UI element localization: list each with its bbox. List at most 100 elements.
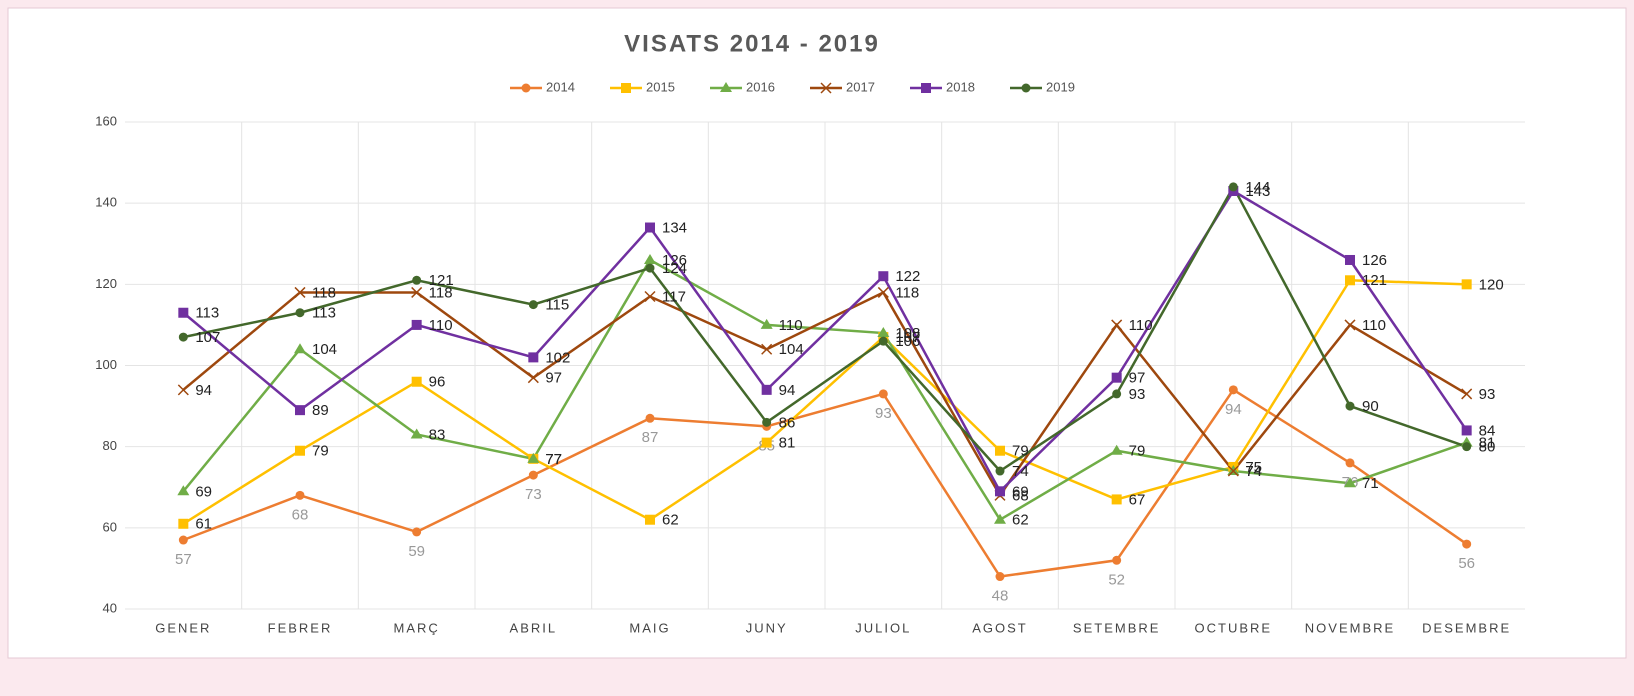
data-label: 79 xyxy=(1012,443,1029,460)
marker xyxy=(1461,279,1472,290)
data-label: 121 xyxy=(429,272,454,289)
data-label: 113 xyxy=(195,305,219,322)
y-tick-label: 160 xyxy=(95,113,117,128)
marker xyxy=(878,336,888,346)
marker xyxy=(1461,388,1473,400)
data-label: 52 xyxy=(1108,571,1125,588)
x-tick-label: NOVEMBRE xyxy=(1305,620,1395,635)
series-line xyxy=(183,184,1468,473)
marker xyxy=(877,327,890,338)
y-tick-label: 80 xyxy=(103,438,117,453)
x-tick-label: JUNY xyxy=(746,620,788,635)
legend-label: 2014 xyxy=(546,79,575,94)
data-label: 118 xyxy=(895,284,919,301)
marker xyxy=(1462,539,1472,549)
marker xyxy=(1112,389,1122,399)
data-label: 106 xyxy=(895,333,920,350)
marker xyxy=(1112,555,1122,565)
data-label: 94 xyxy=(1225,401,1242,418)
data-label: 115 xyxy=(545,297,569,314)
data-label: 83 xyxy=(429,426,446,443)
marker xyxy=(411,319,422,330)
legend-label: 2017 xyxy=(846,79,875,94)
data-label: 71 xyxy=(1362,475,1379,492)
marker xyxy=(820,82,832,94)
data-label: 113 xyxy=(312,305,336,322)
marker xyxy=(878,389,888,399)
data-label: 89 xyxy=(312,402,329,419)
marker xyxy=(761,343,773,355)
x-tick-label: MAIG xyxy=(629,620,670,635)
data-label: 77 xyxy=(545,451,562,468)
x-tick-label: GENER xyxy=(155,620,211,635)
marker xyxy=(412,275,422,285)
series-line xyxy=(182,279,1467,525)
marker xyxy=(527,372,539,384)
series-line xyxy=(182,290,1468,498)
data-label: 134 xyxy=(662,219,687,236)
data-label: 126 xyxy=(1362,252,1387,269)
data-label: 93 xyxy=(1479,386,1496,403)
data-label: 110 xyxy=(779,317,803,334)
data-label: 77 xyxy=(545,451,562,468)
data-label: 94 xyxy=(195,382,212,399)
chart-title: VISATS 2014 - 2019 xyxy=(624,30,880,57)
marker xyxy=(995,445,1005,456)
marker xyxy=(1345,275,1355,286)
marker xyxy=(761,437,772,448)
data-label: 117 xyxy=(662,288,686,305)
marker xyxy=(995,486,1005,497)
data-label: 90 xyxy=(1362,398,1379,415)
marker xyxy=(1461,425,1472,436)
marker xyxy=(528,352,539,363)
marker xyxy=(1227,465,1239,477)
y-tick-label: 60 xyxy=(103,519,117,534)
marker xyxy=(1345,458,1355,468)
data-label: 102 xyxy=(545,349,570,366)
data-label: 73 xyxy=(525,486,542,503)
marker xyxy=(528,300,538,310)
marker xyxy=(1111,372,1122,383)
data-label: 94 xyxy=(779,382,796,399)
marker xyxy=(177,485,190,496)
data-label: 48 xyxy=(992,588,1009,605)
marker xyxy=(295,405,305,416)
marker xyxy=(1110,444,1123,455)
marker xyxy=(760,318,773,329)
data-label: 79 xyxy=(312,443,329,460)
marker xyxy=(1228,385,1238,395)
data-label: 118 xyxy=(429,284,453,301)
marker xyxy=(521,83,531,93)
marker xyxy=(995,466,1005,476)
marker xyxy=(1021,83,1031,93)
data-label: 144 xyxy=(1245,179,1270,196)
data-label: 93 xyxy=(1129,386,1146,403)
data-label: 81 xyxy=(779,435,796,452)
marker xyxy=(411,376,422,387)
marker xyxy=(178,332,188,342)
data-label: 110 xyxy=(429,317,453,334)
data-label: 93 xyxy=(875,405,892,422)
legend-label: 2016 xyxy=(746,79,775,94)
data-label: 121 xyxy=(1362,272,1387,289)
marker xyxy=(995,572,1005,582)
marker xyxy=(762,417,772,427)
marker xyxy=(295,445,305,456)
series-line xyxy=(182,189,1468,494)
data-label: 96 xyxy=(429,374,446,391)
marker xyxy=(410,428,423,439)
marker xyxy=(1462,442,1472,452)
marker xyxy=(644,253,656,264)
x-tick-label: FEBRER xyxy=(268,620,333,635)
x-tick-label: DESEMBRE xyxy=(1422,620,1511,635)
data-label: 62 xyxy=(1012,512,1029,529)
data-label: 74 xyxy=(1245,463,1262,480)
x-tick-label: ABRIL xyxy=(510,620,558,635)
marker xyxy=(645,263,655,273)
marker xyxy=(621,83,631,93)
data-label: 81 xyxy=(1479,435,1496,452)
marker xyxy=(1344,477,1356,488)
data-label: 84 xyxy=(1479,422,1496,439)
data-label: 59 xyxy=(408,543,425,560)
series-line xyxy=(182,388,1468,578)
